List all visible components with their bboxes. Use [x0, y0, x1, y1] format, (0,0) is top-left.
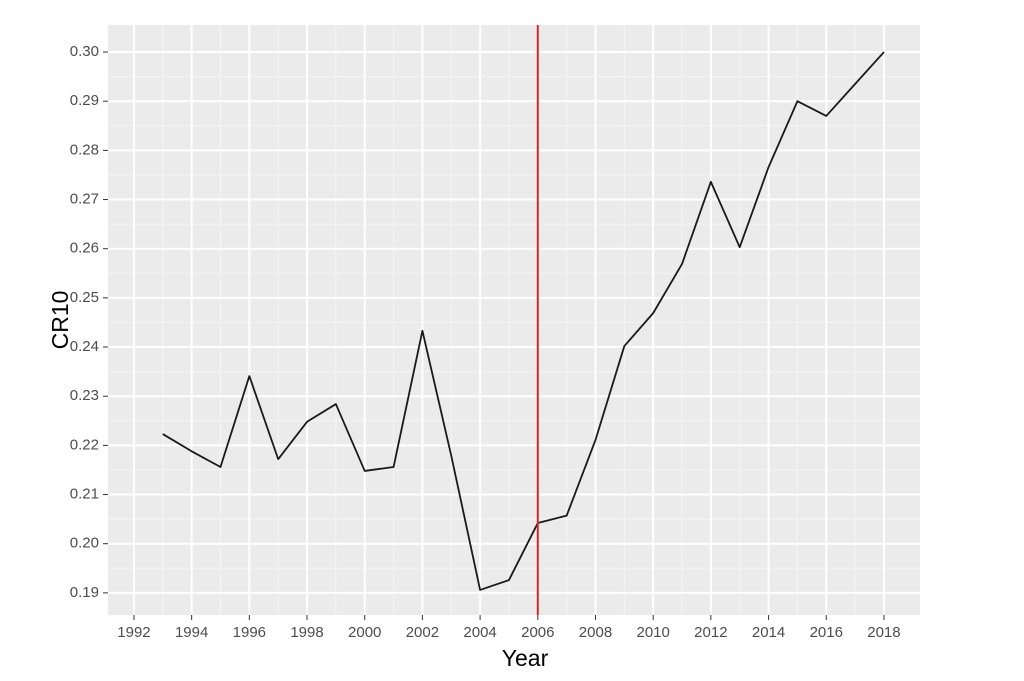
grid — [108, 25, 920, 615]
y-tick-label: 0.29 — [70, 92, 99, 109]
x-tick-label: 2002 — [406, 624, 439, 641]
y-tick-label: 0.25 — [70, 289, 99, 306]
y-tick-label: 0.30 — [70, 43, 99, 60]
plot-panel — [108, 25, 920, 615]
y-tick-label: 0.22 — [70, 436, 99, 453]
x-tick-label: 2008 — [579, 624, 612, 641]
x-axis-title: Year — [502, 645, 549, 671]
data-line — [162, 51, 885, 591]
x-tick-label: 2018 — [867, 624, 900, 641]
x-tick-label: 1998 — [290, 624, 323, 641]
x-tick-label: 2014 — [752, 624, 785, 641]
y-tick-label: 0.21 — [70, 486, 99, 503]
x-tick-label: 2016 — [810, 624, 843, 641]
x-tick-label: 1992 — [117, 624, 150, 641]
y-tick-label: 0.23 — [70, 387, 99, 404]
x-tick-label: 2000 — [348, 624, 381, 641]
y-tick-label: 0.24 — [70, 338, 99, 355]
x-tick-label: 2012 — [694, 624, 727, 641]
y-tick-label: 0.19 — [70, 584, 99, 601]
y-axis-title: CR10 — [47, 291, 73, 350]
x-tick-label: 2004 — [463, 624, 496, 641]
y-tick-label: 0.28 — [70, 141, 99, 158]
x-tick-label: 1996 — [233, 624, 266, 641]
x-tick-label: 1994 — [175, 624, 208, 641]
y-tick-label: 0.26 — [70, 240, 99, 257]
x-tick-label: 2010 — [636, 624, 669, 641]
y-tick-label: 0.27 — [70, 191, 99, 208]
x-tick-label: 2006 — [521, 624, 554, 641]
y-tick-label: 0.20 — [70, 535, 99, 552]
